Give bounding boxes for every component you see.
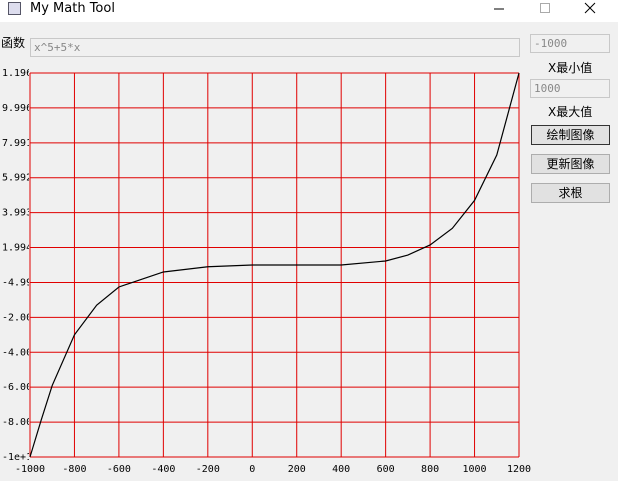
draw-button[interactable]: 绘制图像 [531, 125, 610, 145]
y-tick-label: 1.994 [2, 243, 32, 254]
y-tick-label: -4.00 [2, 347, 32, 358]
function-label: 函数 [1, 36, 26, 50]
x-tick-label: 200 [288, 464, 306, 475]
window-title: My Math Tool [30, 1, 115, 16]
y-tick-label: -2.00 [2, 312, 32, 323]
x-tick-label: 1200 [507, 464, 531, 475]
x-tick-label: 0 [249, 464, 255, 475]
curve [29, 72, 520, 458]
y-tick-label: -4.99 [2, 277, 32, 288]
y-tick-label: -8.00 [2, 417, 32, 428]
x-tick-label: -1000 [15, 464, 45, 475]
xmax-label: X最大值 [548, 105, 593, 119]
y-tick-label: 3.993 [2, 208, 32, 219]
x-tick-label: 800 [421, 464, 439, 475]
xmax-input[interactable]: 1000 [530, 79, 610, 98]
y-tick-label: -1e+1 [2, 452, 32, 463]
window-controls[interactable] [490, 0, 618, 20]
x-tick-label: -200 [196, 464, 220, 475]
xmin-label: X最小值 [548, 61, 593, 75]
x-tick-label: -800 [62, 464, 86, 475]
root-button[interactable]: 求根 [531, 183, 610, 203]
x-tick-label: 400 [332, 464, 350, 475]
title-bar: My Math Tool [0, 0, 618, 22]
y-tick-label: 7.991 [2, 138, 32, 149]
x-tick-label: -600 [107, 464, 131, 475]
y-tick-label: 1.196 [2, 68, 32, 79]
x-tick-label: 1000 [462, 464, 486, 475]
x-tick-label: 600 [377, 464, 395, 475]
function-input[interactable]: x^5+5*x [30, 38, 520, 57]
xmin-input[interactable]: -1000 [530, 34, 610, 53]
update-button[interactable]: 更新图像 [531, 154, 610, 174]
y-tick-label: -6.00 [2, 382, 32, 393]
x-tick-label: -400 [151, 464, 175, 475]
y-tick-label: 9.996 [2, 103, 32, 114]
app-icon [8, 2, 21, 15]
y-tick-label: 5.992 [2, 173, 32, 184]
